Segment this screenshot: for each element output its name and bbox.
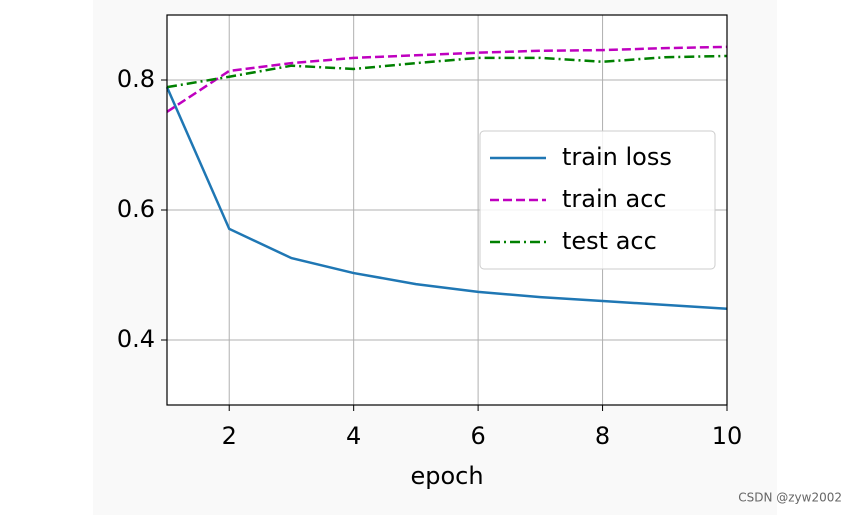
x-tick-label: 4 xyxy=(346,422,361,450)
x-tick-label: 6 xyxy=(470,422,485,450)
x-tick-label: 10 xyxy=(712,422,743,450)
y-tick-label: 0.4 xyxy=(117,325,155,353)
x-axis-label: epoch xyxy=(410,462,483,490)
watermark: CSDN @zyw2002 xyxy=(738,491,842,505)
data-line xyxy=(165,86,728,311)
x-tick-label: 8 xyxy=(595,422,610,450)
data-line xyxy=(166,45,728,113)
data-line xyxy=(166,54,728,89)
legend-box xyxy=(479,130,716,270)
legend-label: train loss xyxy=(562,143,672,171)
y-tick-label: 0.6 xyxy=(117,195,155,223)
y-tick-label: 0.8 xyxy=(117,65,155,93)
legend-label: test acc xyxy=(562,227,657,255)
x-tick-label: 2 xyxy=(222,422,237,450)
legend-label: train acc xyxy=(562,185,667,213)
